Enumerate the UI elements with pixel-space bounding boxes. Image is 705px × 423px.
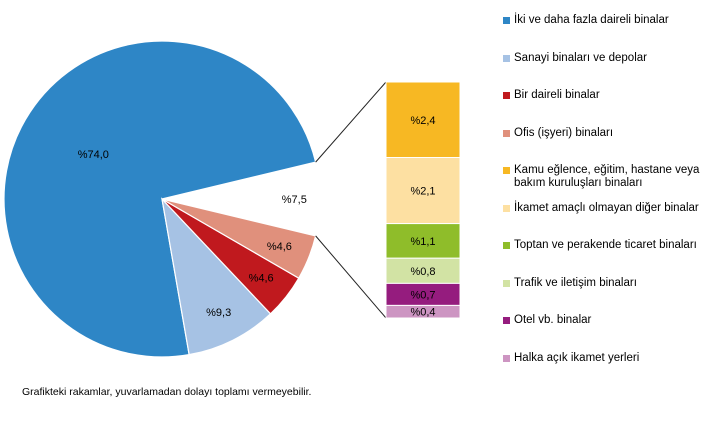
pie-slice-label: %7,5 — [282, 194, 307, 206]
legend-label: Toptan ve perakende ticaret binaları — [514, 239, 697, 251]
bar-segment-label: %0,7 — [410, 289, 435, 301]
legend-label: Otel vb. binalar — [514, 314, 592, 326]
bar-segment — [385, 257, 461, 284]
footnote: Grafikteki rakamlar, yuvarlamadan dolayı… — [22, 386, 312, 398]
connector-lines — [315, 81, 387, 319]
pie-slice-label: %4,6 — [267, 241, 292, 253]
bar-segment-label: %0,8 — [410, 266, 435, 278]
legend-swatch — [503, 242, 510, 249]
legend-swatch — [503, 279, 510, 287]
bar-segment — [385, 304, 461, 319]
connector-line — [315, 81, 387, 163]
bar-segment — [385, 157, 461, 225]
legend-item: Sanayi binaları ve depolar — [503, 52, 705, 90]
bar-segment — [385, 81, 461, 159]
legend-swatch — [503, 17, 510, 24]
legend-swatch — [503, 92, 510, 99]
legend-swatch — [503, 204, 510, 212]
legend-label: Sanayi binaları ve depolar — [514, 51, 647, 64]
legend-item: Ofis (işyeri) binaları — [503, 127, 705, 165]
pie-slice-label: %4,6 — [249, 272, 274, 284]
pie-slice-label: %9,3 — [206, 307, 231, 319]
pie-slice — [161, 197, 272, 356]
pie-slice-label: %74,0 — [78, 149, 109, 161]
pie-slice — [3, 40, 317, 358]
bar-segment-label: %2,4 — [410, 115, 435, 127]
bar-segment-label: %0,4 — [410, 307, 435, 319]
legend-swatch — [503, 54, 510, 62]
bar-segment-label: %2,1 — [410, 186, 435, 198]
legend-label: İki ve daha fazla daireli binalar — [514, 14, 669, 26]
legend-item: İki ve daha fazla daireli binalar — [503, 14, 705, 52]
legend-label: Bir daireli binalar — [514, 89, 600, 101]
legend-item: Otel vb. binalar — [503, 314, 705, 352]
legend-swatch — [503, 317, 510, 324]
legend-label: Kamu eğlence, eğitim, hastane veya bakım… — [514, 164, 700, 189]
stacked-bar: %2,4 %2,1 %1,1 %0,8 %0,7 %0,4 — [385, 81, 461, 319]
pie: %74,0 %9,3 %4,6 %4,6 %7,5 — [3, 40, 317, 358]
legend: İki ve daha fazla daireli binalar Sanayi… — [503, 14, 705, 389]
legend-item: İkamet amaçlı olmayan diğer binalar — [503, 202, 705, 240]
legend-label: Halka açık ikamet yerleri — [514, 351, 640, 364]
legend-item: Toptan ve perakende ticaret binaları — [503, 239, 705, 277]
bar-segment — [385, 223, 461, 259]
legend-item: Trafik ve iletişim binaları — [503, 277, 705, 315]
legend-item: Halka açık ikamet yerleri — [503, 352, 705, 390]
legend-swatch — [503, 354, 510, 362]
legend-item: Kamu eğlence, eğitim, hastane veya bakım… — [503, 164, 705, 202]
legend-label: Trafik ve iletişim binaları — [514, 276, 637, 289]
legend-item: Bir daireli binalar — [503, 89, 705, 127]
legend-swatch — [503, 167, 510, 174]
legend-label: İkamet amaçlı olmayan diğer binalar — [514, 201, 699, 214]
bar-segment-label: %1,1 — [410, 236, 435, 248]
connector-line — [315, 235, 387, 319]
legend-label: Ofis (işyeri) binaları — [514, 126, 614, 139]
legend-swatch — [503, 129, 510, 137]
